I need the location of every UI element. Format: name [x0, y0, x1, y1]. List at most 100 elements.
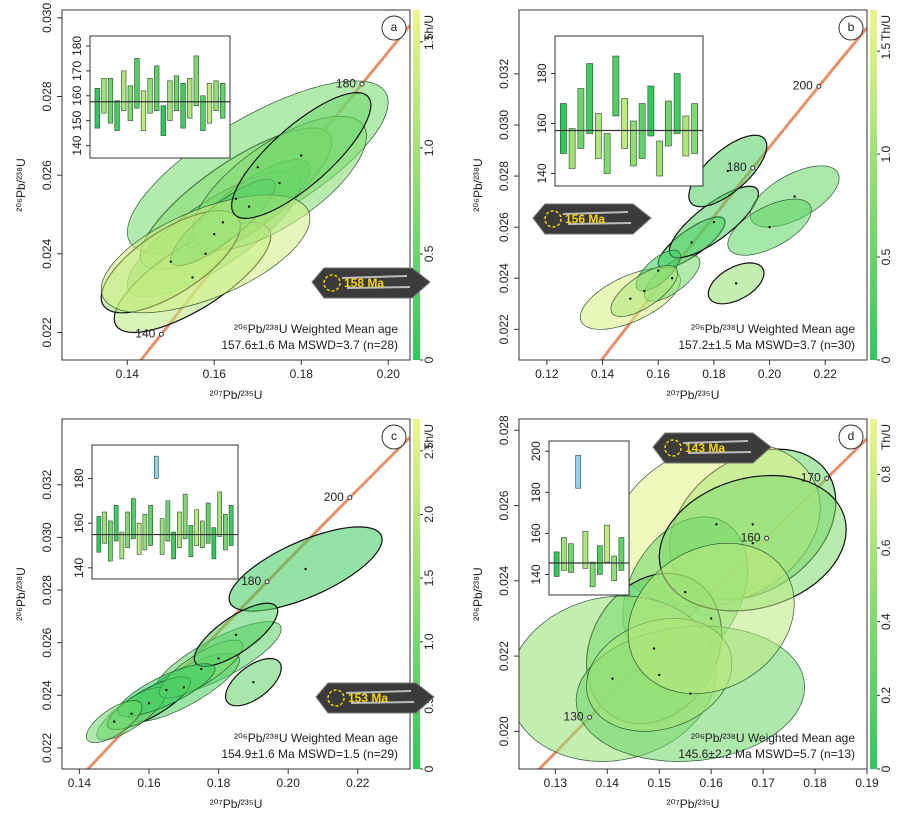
inset-y-tick-label: 140 — [529, 564, 543, 584]
x-axis-label: ²⁰⁷Pb/²³⁵U — [667, 388, 720, 402]
ellipse-center — [169, 260, 172, 263]
colorbar-tick-label: 0 — [879, 356, 893, 363]
x-tick-label: 0.16 — [203, 367, 227, 381]
concordia-age-label: 180 — [336, 76, 356, 90]
y-tick-label: 0.030 — [497, 110, 511, 140]
panel: 180 200 0.14 0.16 0.18 0.20 0.22 0.022 0.024 0.02… — [14, 418, 436, 811]
concordia-age-marker — [587, 714, 593, 720]
inset-age-bar — [228, 504, 234, 546]
inset-y-tick-label: 180 — [70, 36, 84, 56]
inset-y-tick-label: 160 — [529, 523, 543, 543]
x-tick-label: 0.18 — [207, 776, 231, 790]
inset-age-bar — [140, 90, 147, 131]
x-tick-label: 0.14 — [591, 367, 615, 381]
ellipse-center — [234, 197, 238, 200]
x-tick-label: 0.16 — [137, 776, 161, 790]
y-tick-label: 0.032 — [497, 59, 511, 89]
analysis-spot — [544, 210, 562, 228]
zircon-zoning — [562, 211, 632, 225]
inset-age-bar — [131, 498, 136, 540]
inset-y-tick-label: 170 — [70, 61, 84, 81]
inset-age-bar — [589, 561, 596, 588]
ellipse-center — [690, 241, 693, 244]
weighted-mean-annotation: ²⁰⁶Pb/²³⁸U Weighted Mean age — [234, 731, 398, 745]
zircon-zoning — [345, 690, 415, 704]
colorbar-tick-label: 0.6 — [879, 539, 893, 556]
x-tick-label: 0.17 — [751, 776, 775, 790]
ellipse-center — [113, 720, 116, 723]
inset-age-bar — [108, 520, 113, 562]
colorbar-tick-label: 0.5 — [879, 248, 893, 265]
concordia-age-label: 200 — [793, 79, 813, 93]
x-tick-label: 0.15 — [648, 776, 672, 790]
colorbar — [870, 419, 877, 769]
x-tick-label: 0.22 — [814, 367, 838, 381]
x-axis-label: ²⁰⁷Pb/²³⁵U — [210, 388, 263, 402]
concordia-age-label: 130 — [564, 710, 584, 724]
inset-age-bar — [125, 511, 130, 549]
zircon-zoning — [341, 275, 411, 289]
colorbar-label: Th/U — [879, 424, 893, 450]
colorbar-label: Th/U — [879, 15, 893, 41]
ellipse-center — [652, 647, 656, 650]
inset-age-bar — [188, 525, 194, 557]
ellipse-center — [689, 692, 692, 695]
inset-age-bar — [180, 83, 186, 129]
colorbar-label: Th/U — [422, 424, 436, 450]
inset-age-bar — [682, 115, 690, 157]
inset-age-bar — [182, 493, 188, 540]
colorbar — [413, 10, 420, 360]
colorbar-tick-label: 1.5 — [879, 43, 893, 60]
y-tick-label: 0.028 — [497, 415, 511, 445]
inset-age-bar — [553, 551, 560, 577]
plot-frame — [61, 418, 411, 770]
inset-age-bar — [134, 58, 140, 109]
ellipse-center — [213, 232, 216, 236]
x-tick-label: 0.18 — [803, 776, 827, 790]
inset-y-tick-label: 140 — [72, 558, 86, 578]
inset-y-tick-label: 180 — [72, 468, 86, 488]
inset-age-bar — [612, 55, 620, 117]
inset-age-bar — [621, 98, 628, 149]
ellipse-center — [658, 673, 661, 677]
inset-age-bar — [171, 531, 176, 560]
inset-age-bar — [586, 63, 593, 134]
inset-age-bar — [119, 531, 125, 560]
inset-y-tick-label: 160 — [70, 85, 84, 105]
ellipse-center — [684, 590, 687, 594]
x-tick-label: 0.14 — [68, 776, 92, 790]
grain-age: 158 Ma — [344, 276, 384, 290]
ellipse-center — [200, 667, 203, 671]
plot-frame — [518, 418, 868, 770]
colorbar-tick-label: 0.8 — [879, 466, 893, 483]
inset-age-bar — [173, 75, 180, 111]
x-tick-label: 0.20 — [277, 776, 301, 790]
y-tick-label: 0.026 — [40, 160, 54, 190]
panel-letter-circle — [381, 15, 407, 41]
panel-letter: b — [848, 20, 855, 34]
inset-age-bar — [159, 518, 165, 555]
inset-age-bar — [691, 103, 698, 154]
y-tick-label: 0.022 — [497, 641, 511, 671]
concordia-age-label: 160 — [741, 530, 761, 544]
y-axis-label: ²⁰⁶Pb/²³⁸U — [471, 158, 485, 211]
panel-letter-circle — [838, 424, 864, 450]
plot-area: 180 200 — [579, 26, 867, 360]
inset-age-bar — [568, 543, 574, 573]
inset-age-bar — [167, 80, 173, 121]
ellipse-center — [726, 169, 729, 173]
ellipse-center — [768, 225, 771, 229]
colorbar-tick-label: 1.5 — [422, 33, 436, 50]
ellipse-center — [247, 205, 251, 208]
y-tick-label: 0.026 — [497, 212, 511, 242]
x-tick-label: 0.19 — [855, 776, 879, 790]
inset-age-bar — [582, 531, 589, 569]
x-tick-label: 0.14 — [116, 367, 140, 381]
ellipse-center — [165, 688, 168, 692]
ellipse-center — [657, 269, 660, 272]
ellipse-center — [304, 567, 307, 571]
ellipse-center — [234, 633, 238, 636]
colorbar-tick-label: 0.4 — [879, 613, 893, 630]
y-axis-label: ²⁰⁶Pb/²³⁸U — [14, 567, 28, 620]
ellipse-center — [734, 282, 738, 285]
